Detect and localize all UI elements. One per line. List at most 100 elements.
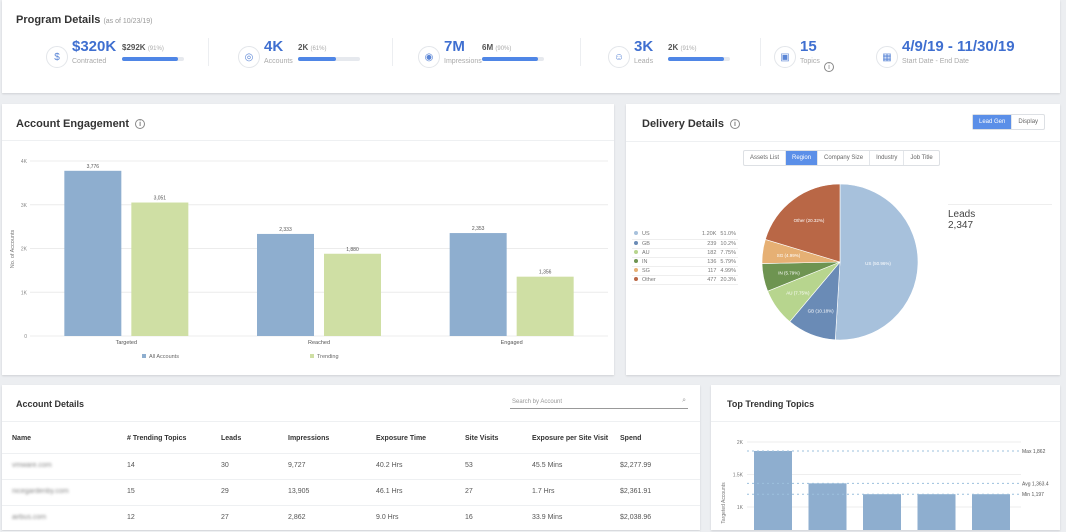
table-cell: 14 (127, 462, 135, 469)
search-placeholder: Search by Account (512, 399, 563, 405)
region-percent: 51.0% (718, 230, 738, 240)
kpi-value: 7M (444, 38, 465, 55)
kpi-value: $320K (72, 38, 117, 55)
table-cell: 40.2 Hrs (376, 462, 403, 469)
region-legend-table: US 1.20K 51.0% GB 239 10.2% AU 182 7.75% IN 136 5.7… (632, 230, 738, 285)
table-row-divider (2, 479, 700, 480)
region-name: GB (640, 239, 701, 249)
kpi-label: Contracted (72, 58, 107, 65)
topic-bar (808, 483, 847, 530)
column-header[interactable]: Spend (620, 435, 642, 442)
info-icon[interactable]: i (135, 119, 146, 129)
delivery-details-card: Delivery Details i Lead Gen Display Asset… (626, 104, 1060, 375)
pie-slice-label: IN (5.79%) (778, 270, 800, 275)
table-cell: $2,038.96 (620, 514, 652, 521)
reference-label: Min 1,197 (1022, 492, 1044, 498)
tab-job-title[interactable]: Job Title (910, 155, 933, 161)
program-details-title: Program Details (as of 10/23/19) (16, 14, 152, 26)
tab-industry[interactable]: Industry (870, 151, 905, 165)
legend-item: Trending (317, 354, 339, 360)
bar-trending (516, 276, 574, 336)
region-name: SG (640, 266, 701, 276)
topic-bar (972, 494, 1010, 530)
kpi-impressions: ◉ 7M Impressions 6M (90%) (418, 38, 598, 78)
x-tick-label: Targeted (116, 340, 137, 346)
kpi-contracted: $ $320K Contracted $292K (91%) (46, 38, 226, 78)
region-percent: 20.3% (718, 275, 738, 285)
column-header[interactable]: Name (12, 435, 32, 442)
toggle-lead-gen[interactable]: Lead Gen (973, 115, 1013, 129)
kpi-topics: ▣ 15 Topics i (774, 38, 954, 78)
kpi-label: Leads (634, 58, 654, 65)
progress-fill (482, 57, 538, 61)
kpi-label: Start Date - End Date (902, 58, 969, 65)
table-cell: 27 (221, 514, 229, 521)
data-label: 2,353 (472, 226, 485, 232)
bar-trending (131, 202, 189, 336)
topic-bar (863, 494, 901, 530)
y-tick-label: 2K (21, 247, 28, 253)
kpi-label: Topics (800, 58, 820, 65)
account-name-link[interactable]: airbus.com (12, 514, 47, 521)
column-header[interactable]: Leads (221, 435, 242, 442)
secondary-value: 2K (668, 43, 679, 52)
bar-all-accounts (257, 233, 314, 336)
account-engagement-card: Account Engagement i 0 1K 2K 3K 4K No. of Acco… (2, 104, 614, 375)
column-header[interactable]: Site Visits (465, 435, 499, 442)
account-name-link[interactable]: vmware.com (12, 462, 52, 469)
info-icon[interactable]: i (824, 62, 834, 72)
tab-company-size[interactable]: Company Size (818, 151, 871, 165)
divider (208, 38, 209, 66)
legend-item: All Accounts (149, 354, 179, 360)
image-icon: ▣ (774, 46, 796, 68)
divider (580, 38, 581, 66)
table-cell: 9.0 Hrs (376, 514, 399, 521)
table-cell: 9,727 (288, 462, 306, 469)
progress-fill (298, 57, 336, 61)
tab-region[interactable]: Region (786, 151, 819, 165)
info-icon[interactable]: i (729, 119, 740, 129)
legend-dot (632, 239, 640, 249)
column-header[interactable]: Exposure Time (376, 435, 427, 442)
bar-all-accounts (449, 233, 507, 336)
data-label: 3,051 (154, 196, 167, 202)
table-cell: $2,277.99 (620, 462, 652, 469)
region-count: 1.20K (700, 230, 719, 240)
title-text: Delivery Details (642, 118, 724, 130)
secondary-percent: (91%) (147, 46, 164, 52)
search-icon[interactable]: ⌕ (682, 397, 686, 404)
title-text: Account Engagement (16, 118, 130, 130)
leads-value: 2,347 (948, 220, 974, 231)
target-icon: ◎ (238, 46, 260, 68)
region-percent: 5.79% (718, 257, 738, 267)
pie-slice-other (764, 183, 841, 263)
tab-assets-list[interactable]: Assets List (744, 151, 787, 165)
table-cell: 30 (221, 462, 229, 469)
table-row-divider (2, 505, 700, 506)
legend-row: GB 239 10.2% (632, 239, 738, 249)
bar-all-accounts (64, 170, 122, 336)
account-name-link[interactable]: nicegardenby.com (12, 488, 69, 495)
column-header[interactable]: Exposure per Site Visit (532, 435, 609, 442)
pie-slice-us (834, 183, 919, 341)
table-cell: 53 (465, 462, 473, 469)
column-header[interactable]: Impressions (288, 435, 330, 442)
divider (2, 421, 700, 422)
kpi-accounts: ◎ 4K Accounts 2K (61%) (238, 38, 418, 78)
divider (392, 38, 393, 66)
kpi-label: Accounts (264, 58, 293, 65)
column-header[interactable]: # Trending Topics (127, 435, 187, 442)
table-cell: 33.9 Mins (532, 514, 563, 521)
breakdown-tabs: Assets List Region Company Size Industry… (743, 150, 940, 166)
x-tick-label: Reached (308, 340, 330, 346)
region-name: AU (640, 248, 701, 258)
divider (760, 38, 761, 66)
data-label: 1,880 (346, 247, 359, 253)
secondary-percent: (91%) (680, 46, 697, 52)
region-count: 136 (700, 257, 719, 267)
search-by-account-input[interactable]: Search by Account ⌕ (510, 395, 688, 409)
toggle-display[interactable]: Display (1018, 119, 1039, 125)
title-text: Program Details (16, 14, 101, 26)
table-cell: 46.1 Hrs (376, 488, 403, 495)
pie-slice-label: Other (20.32%) (794, 218, 825, 223)
